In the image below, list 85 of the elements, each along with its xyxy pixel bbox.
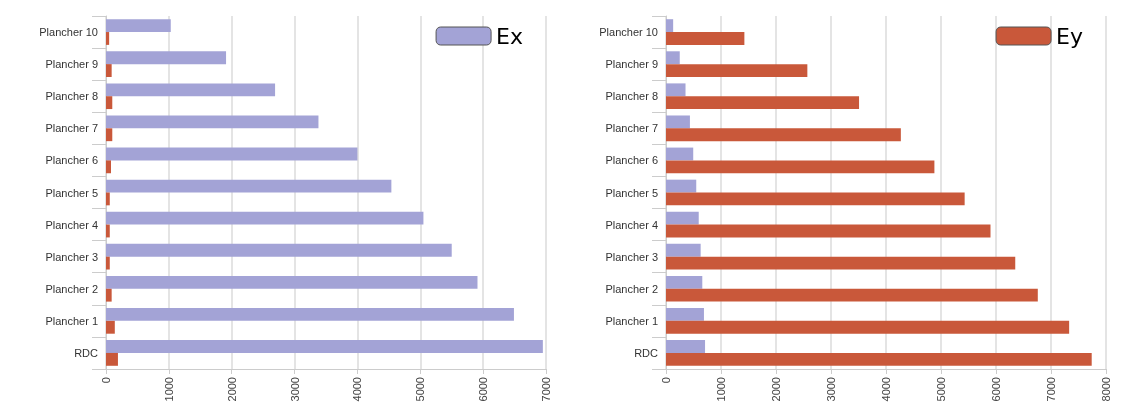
y-tick-label: Plancher 9 <box>45 58 98 71</box>
bar <box>666 115 690 129</box>
bar <box>106 340 543 353</box>
bar <box>666 19 674 33</box>
legend-label: Ey <box>1056 23 1083 49</box>
bar <box>666 352 1092 366</box>
bar <box>106 211 424 225</box>
bar <box>666 256 1016 270</box>
bar <box>666 51 680 65</box>
bar <box>106 115 319 129</box>
y-tick-label: Plancher 10 <box>39 26 98 39</box>
y-tick-label: Plancher 2 <box>45 282 98 295</box>
y-tick-label: Plancher 4 <box>605 218 658 231</box>
bar <box>666 275 703 289</box>
y-tick-label: Plancher 6 <box>45 154 98 167</box>
bar <box>106 275 478 289</box>
y-tick-label: Plancher 5 <box>45 186 98 199</box>
x-tick-label: 1000 <box>162 377 175 402</box>
bar <box>106 83 276 97</box>
bar <box>106 192 110 206</box>
x-tick-label: 0 <box>100 377 112 384</box>
y-tick-label: Plancher 3 <box>45 250 98 263</box>
x-tick-label: 3000 <box>288 377 301 402</box>
bar <box>666 128 901 142</box>
x-tick-label: 0 <box>660 377 672 384</box>
bar <box>106 64 112 77</box>
bar <box>106 320 115 334</box>
x-tick-label: 4000 <box>880 377 892 402</box>
bar <box>106 243 452 257</box>
bar <box>666 160 935 174</box>
bar <box>666 320 1070 334</box>
bar <box>106 308 514 321</box>
y-tick-label: Plancher 7 <box>605 122 658 135</box>
x-tick-label: 4000 <box>351 377 364 402</box>
y-tick-label: Plancher 9 <box>605 58 658 71</box>
x-tick-label: 2000 <box>770 377 782 402</box>
x-tick-label: 7000 <box>540 377 552 402</box>
x-tick-label: 6000 <box>477 377 490 402</box>
bar <box>666 64 808 77</box>
x-tick-label: 5000 <box>414 377 427 402</box>
x-tick-label: 5000 <box>935 377 947 402</box>
bar <box>106 96 113 110</box>
x-tick-label: 7000 <box>1045 377 1057 402</box>
bar <box>666 96 860 110</box>
bar <box>106 224 110 238</box>
bar <box>666 211 699 225</box>
y-tick-label: Plancher 3 <box>605 250 658 263</box>
y-tick-label: RDC <box>74 346 99 359</box>
bar <box>106 147 358 161</box>
bar <box>666 192 965 206</box>
legend-label: Ex <box>496 23 523 49</box>
x-tick-label: 6000 <box>990 377 1002 402</box>
y-tick-label: RDC <box>634 346 659 359</box>
y-tick-label: Plancher 4 <box>45 218 98 231</box>
bar <box>106 32 110 45</box>
y-tick-label: Plancher 8 <box>605 90 658 103</box>
x-tick-label: 3000 <box>825 377 837 402</box>
y-tick-label: Plancher 5 <box>605 186 658 199</box>
bar <box>106 256 110 270</box>
bar <box>106 352 118 366</box>
y-tick-label: Plancher 7 <box>45 122 98 135</box>
bar <box>106 179 392 193</box>
bar <box>106 19 171 33</box>
bar <box>666 308 704 321</box>
bar <box>106 128 113 142</box>
y-tick-label: Plancher 10 <box>599 26 658 39</box>
y-tick-label: Plancher 1 <box>45 314 98 327</box>
x-tick-label: 2000 <box>225 377 238 402</box>
y-tick-label: Plancher 8 <box>45 90 98 103</box>
bar <box>666 32 745 45</box>
bar <box>666 147 694 161</box>
y-tick-label: Plancher 6 <box>605 154 658 167</box>
y-tick-label: Plancher 2 <box>605 282 658 295</box>
x-tick-label: 1000 <box>715 377 727 402</box>
bar <box>106 160 112 174</box>
bar <box>106 51 227 65</box>
bar <box>666 224 991 238</box>
y-tick-label: Plancher 1 <box>605 314 658 327</box>
bar <box>106 288 112 302</box>
bar <box>666 243 701 257</box>
bar <box>666 179 697 193</box>
bar <box>666 340 706 353</box>
bar <box>666 83 686 97</box>
bar <box>666 288 1038 302</box>
x-tick-label: 8000 <box>1100 377 1112 402</box>
